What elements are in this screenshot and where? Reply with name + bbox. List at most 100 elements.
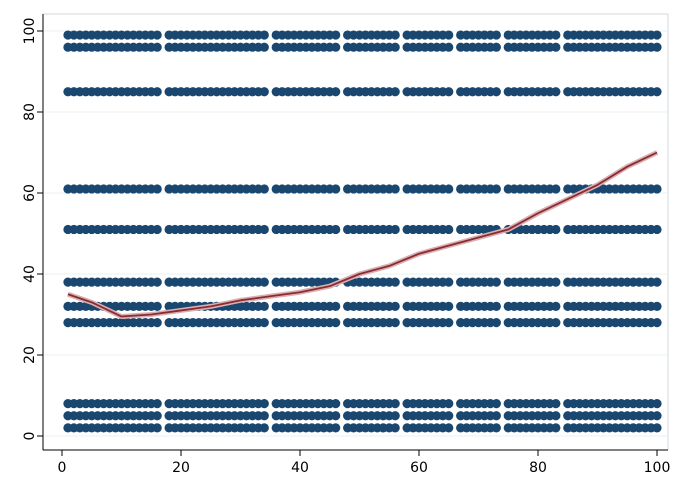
point — [444, 42, 454, 52]
point — [390, 184, 400, 194]
point — [331, 318, 341, 328]
point — [152, 277, 162, 287]
y-tick-label: 60 — [22, 184, 38, 202]
lowess — [67, 150, 659, 320]
point — [551, 423, 561, 433]
point — [259, 277, 269, 287]
point — [390, 42, 400, 52]
point — [444, 399, 454, 409]
point — [152, 411, 162, 421]
point — [444, 30, 454, 40]
point — [331, 224, 341, 235]
point — [551, 301, 561, 311]
y-tick-label: 100 — [22, 18, 38, 45]
point — [331, 301, 341, 311]
point — [259, 224, 269, 235]
point — [152, 301, 162, 311]
point — [259, 184, 269, 194]
point — [152, 87, 162, 97]
point — [652, 423, 662, 433]
point — [491, 87, 501, 97]
point — [551, 318, 561, 328]
point — [390, 87, 400, 97]
point — [331, 411, 341, 421]
point — [551, 87, 561, 97]
point — [152, 423, 162, 433]
point — [491, 30, 501, 40]
point — [259, 301, 269, 311]
x-tick-label: 60 — [410, 460, 428, 476]
point — [152, 399, 162, 409]
point — [259, 423, 269, 433]
point — [491, 277, 501, 287]
x-tick-label: 100 — [644, 460, 671, 476]
point — [652, 30, 662, 40]
ticks: 0 20 40 60 80 100 0 20 40 60 80 100 — [22, 18, 670, 476]
points — [63, 30, 662, 433]
point — [444, 277, 454, 287]
point — [259, 42, 269, 52]
point — [390, 399, 400, 409]
point — [491, 318, 501, 328]
point — [444, 301, 454, 311]
point — [152, 30, 162, 40]
point — [259, 30, 269, 40]
y-tick-label: 80 — [22, 103, 38, 121]
point — [444, 318, 454, 328]
x-tick-label: 80 — [529, 460, 547, 476]
point — [152, 42, 162, 52]
point — [259, 318, 269, 328]
point — [652, 318, 662, 328]
lowess-line — [67, 151, 658, 318]
y-tick-label: 40 — [22, 265, 38, 283]
point — [390, 224, 400, 235]
point — [152, 184, 162, 194]
point — [652, 42, 662, 52]
point — [491, 184, 501, 194]
point — [390, 423, 400, 433]
point — [652, 87, 662, 97]
point — [551, 277, 561, 287]
point — [444, 87, 454, 97]
point — [331, 30, 341, 40]
point — [390, 277, 400, 287]
point — [652, 184, 662, 194]
point — [652, 224, 662, 235]
x-tick-label: 0 — [58, 460, 67, 476]
point — [444, 224, 454, 235]
point — [331, 184, 341, 194]
point — [551, 42, 561, 52]
point — [331, 87, 341, 97]
point — [259, 399, 269, 409]
point — [551, 30, 561, 40]
point — [331, 423, 341, 433]
point — [331, 42, 341, 52]
point — [491, 42, 501, 52]
x-tick-label: 20 — [172, 460, 190, 476]
point — [259, 87, 269, 97]
point — [390, 301, 400, 311]
point — [491, 411, 501, 421]
x-tick-label: 40 — [291, 460, 309, 476]
point — [652, 411, 662, 421]
point — [551, 224, 561, 235]
point — [652, 277, 662, 287]
point — [444, 411, 454, 421]
point — [390, 411, 400, 421]
point — [491, 399, 501, 409]
point — [444, 423, 454, 433]
y-tick-label: 0 — [22, 432, 38, 441]
point — [652, 399, 662, 409]
point — [551, 411, 561, 421]
point — [551, 399, 561, 409]
point — [491, 423, 501, 433]
point — [390, 30, 400, 40]
point — [551, 184, 561, 194]
point — [390, 318, 400, 328]
point — [331, 399, 341, 409]
point — [152, 224, 162, 235]
point — [491, 301, 501, 311]
y-tick-label: 20 — [22, 346, 38, 364]
point — [152, 318, 162, 328]
